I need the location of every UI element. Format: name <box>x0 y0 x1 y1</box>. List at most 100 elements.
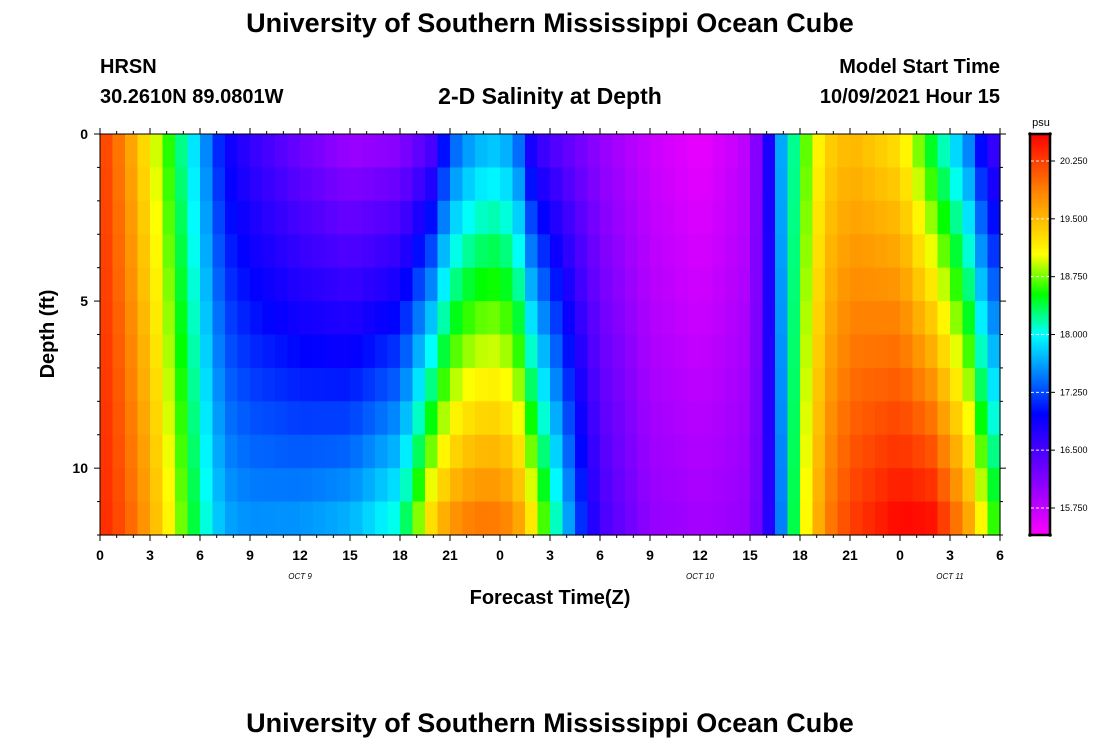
heatmap-cell <box>375 301 389 336</box>
heatmap-cell <box>900 167 914 202</box>
heatmap-cell <box>262 434 276 469</box>
heatmap-cell <box>537 334 551 369</box>
date-label: OCT 10 <box>686 572 715 581</box>
heatmap-cell <box>987 434 1001 469</box>
heatmap-cell <box>412 468 426 503</box>
heatmap-cell <box>300 134 314 169</box>
heatmap-cell <box>600 234 614 269</box>
heatmap-cell <box>487 167 501 202</box>
heatmap-cell <box>875 468 889 503</box>
heatmap-cell <box>287 301 301 336</box>
heatmap-cell <box>425 134 439 169</box>
heatmap-cell <box>925 468 939 503</box>
heatmap-cell <box>737 334 751 369</box>
heatmap-cell <box>375 234 389 269</box>
heatmap-cell <box>237 401 251 436</box>
heatmap-cell <box>687 334 701 369</box>
heatmap-cell <box>650 367 664 402</box>
heatmap-cell <box>125 367 139 402</box>
heatmap-cell <box>937 200 951 235</box>
heatmap-cell <box>762 401 776 436</box>
heatmap-cell <box>712 501 726 536</box>
heatmap-cell <box>912 267 926 302</box>
heatmap-cell <box>925 234 939 269</box>
heatmap-cell <box>150 301 164 336</box>
heatmap-cell <box>312 234 326 269</box>
heatmap-cell <box>137 200 151 235</box>
x-tick-label: 6 <box>596 547 604 563</box>
heatmap-cell <box>425 200 439 235</box>
heatmap-cell <box>625 468 639 503</box>
heatmap-cell <box>625 134 639 169</box>
heatmap-cell <box>100 267 114 302</box>
heatmap-cell <box>250 234 264 269</box>
heatmap-cell <box>725 267 739 302</box>
heatmap-cell <box>162 234 176 269</box>
heatmap-cell <box>587 434 601 469</box>
heatmap-cell <box>187 234 201 269</box>
y-axis-label: Depth (ft) <box>37 290 59 379</box>
heatmap-cell <box>225 468 239 503</box>
heatmap-cell <box>237 367 251 402</box>
heatmap-cell <box>387 468 401 503</box>
heatmap-cell <box>462 301 476 336</box>
heatmap-cell <box>987 167 1001 202</box>
heatmap-cell <box>262 167 276 202</box>
heatmap-cell <box>812 501 826 536</box>
heatmap-cell <box>125 301 139 336</box>
heatmap-cell <box>775 267 789 302</box>
heatmap-cell <box>875 301 889 336</box>
heatmap-cell <box>975 167 989 202</box>
heatmap-cell <box>787 468 801 503</box>
heatmap-cell <box>925 167 939 202</box>
heatmap-cell <box>375 267 389 302</box>
heatmap-cell <box>200 401 214 436</box>
heatmap-cell <box>687 501 701 536</box>
x-tick-label: 0 <box>496 547 504 563</box>
heatmap-cell <box>600 434 614 469</box>
heatmap-cell <box>375 134 389 169</box>
heatmap-cell <box>137 434 151 469</box>
heatmap-cell <box>325 301 339 336</box>
heatmap-cell <box>250 301 264 336</box>
x-tick-label: 18 <box>392 547 408 563</box>
heatmap-cell <box>387 267 401 302</box>
heatmap-cell <box>150 501 164 536</box>
heatmap-cell <box>450 367 464 402</box>
heatmap-cell <box>325 200 339 235</box>
heatmap-cell <box>887 234 901 269</box>
date-labels: OCT 9 OCT 10 OCT 11 <box>288 572 963 581</box>
heatmap-cell <box>512 301 526 336</box>
heatmap-cell <box>475 301 489 336</box>
heatmap-cell <box>487 200 501 235</box>
heatmap-cell <box>200 301 214 336</box>
heatmap-cell <box>212 367 226 402</box>
heatmap-cell <box>600 134 614 169</box>
heatmap-cell <box>537 434 551 469</box>
heatmap-cell <box>862 134 876 169</box>
heatmap-cell <box>162 301 176 336</box>
heatmap-cell <box>650 167 664 202</box>
heatmap-cell <box>312 501 326 536</box>
x-tick-label: 21 <box>442 547 458 563</box>
heatmap-cell <box>325 434 339 469</box>
heatmap-cell <box>675 367 689 402</box>
heatmap-cell <box>512 200 526 235</box>
heatmap-cell <box>450 234 464 269</box>
heatmap-cell <box>825 401 839 436</box>
heatmap-cell <box>250 167 264 202</box>
heatmap-cell <box>162 367 176 402</box>
heatmap-cell <box>575 200 589 235</box>
heatmap-cell <box>362 434 376 469</box>
heatmap-cell <box>175 334 189 369</box>
heatmap-cell <box>525 134 539 169</box>
heatmap-cell <box>987 401 1001 436</box>
heatmap-cell <box>562 401 576 436</box>
heatmap-cell <box>512 267 526 302</box>
heatmap-cell <box>300 468 314 503</box>
heatmap-cell <box>425 434 439 469</box>
heatmap-cell <box>925 267 939 302</box>
heatmap-cell <box>250 134 264 169</box>
heatmap-cell <box>475 434 489 469</box>
heatmap-cell <box>925 200 939 235</box>
